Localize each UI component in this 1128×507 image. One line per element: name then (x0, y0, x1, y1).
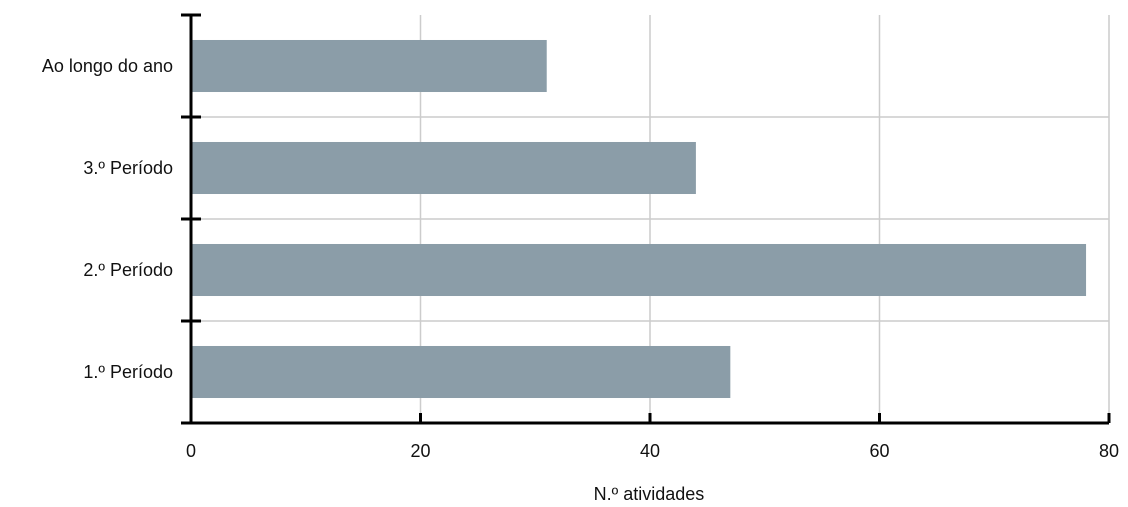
axes-layer (181, 13, 1111, 425)
bar-0 (191, 39, 547, 93)
category-label-1: 3.º Período (83, 158, 173, 178)
x-tick-label-1: 20 (410, 441, 430, 461)
x-tick-label-3: 60 (869, 441, 889, 461)
x-axis-title: N.º atividades (594, 484, 705, 504)
x-tick-label-2: 40 (640, 441, 660, 461)
category-label-2: 2.º Período (83, 260, 173, 280)
labels-layer: Ao longo do ano 3.º Período 2.º Período 1.º… (42, 56, 1119, 461)
category-label-0: Ao longo do ano (42, 56, 173, 76)
grid-layer (191, 15, 1110, 423)
category-label-3: 1.º Período (83, 362, 173, 382)
bar-3 (191, 345, 731, 399)
x-tick-label-4: 80 (1099, 441, 1119, 461)
bars-layer (191, 39, 1087, 399)
bar-1 (191, 141, 696, 195)
x-tick-label-0: 0 (186, 441, 196, 461)
bar-2 (191, 243, 1087, 297)
